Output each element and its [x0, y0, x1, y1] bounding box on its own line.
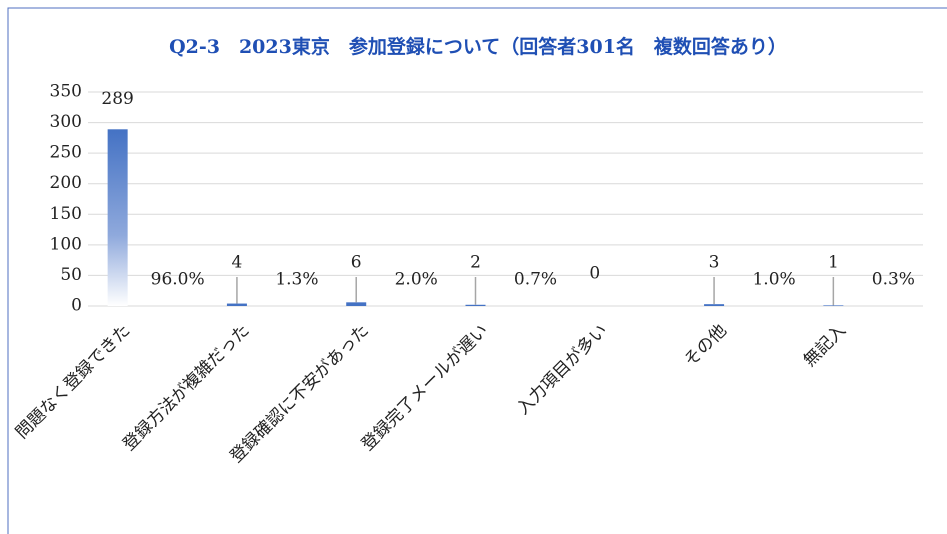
percent-label: 2.0%: [395, 270, 438, 290]
x-tick-label: 無記入: [800, 321, 850, 371]
bar: [107, 129, 128, 306]
x-tick-label: 問題なく登録できた: [12, 321, 134, 443]
y-tick-label: 350: [50, 82, 82, 102]
y-tick-label: 300: [50, 112, 82, 132]
y-tick-label: 100: [50, 234, 82, 254]
data-label: 6: [351, 253, 362, 273]
y-tick-label: 150: [50, 204, 82, 224]
y-tick-label: 50: [60, 265, 82, 285]
bar: [704, 304, 725, 306]
x-tick-label: 登録確認に不安があった: [227, 321, 373, 467]
frame: [7, 7, 947, 534]
y-tick-label: 0: [71, 296, 82, 316]
data-label: 3: [709, 253, 720, 273]
data-label: 0: [589, 264, 600, 284]
percent-label: 0.3%: [872, 270, 915, 290]
bar: [465, 304, 486, 306]
data-label: 289: [101, 89, 133, 109]
percent-label: 1.3%: [275, 270, 318, 290]
x-tick-label: 入力項目が多い: [513, 321, 611, 419]
y-tick-label: 200: [50, 173, 82, 193]
percent-label: 0.7%: [514, 270, 557, 290]
chart-title: Q2-3 2023東京 参加登録について（回答者301名 複数回答あり）: [169, 35, 787, 58]
y-tick-label: 250: [50, 143, 82, 163]
data-label: 1: [828, 253, 839, 273]
bar: [346, 302, 367, 306]
bar: [226, 303, 247, 306]
data-label: 4: [232, 253, 243, 273]
percent-label: 1.0%: [752, 270, 795, 290]
x-tick-label: 登録完了メールが遅い: [358, 321, 492, 455]
bar: [823, 305, 844, 306]
percent-label: 96.0%: [151, 270, 205, 290]
data-label: 2: [470, 253, 481, 273]
x-tick-label: 登録方法が複雑だった: [119, 321, 253, 455]
x-tick-label: その他: [681, 321, 731, 371]
